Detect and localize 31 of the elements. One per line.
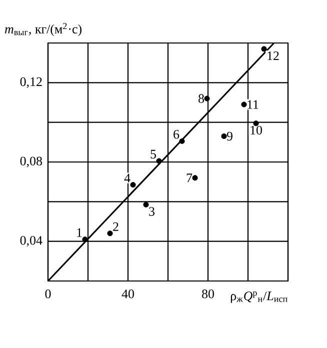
annotation: 6 bbox=[174, 130, 180, 139]
point bbox=[261, 46, 267, 52]
annotation: 1 bbox=[77, 228, 82, 237]
point bbox=[179, 138, 185, 144]
x-tick-label: 0 bbox=[45, 290, 51, 298]
point bbox=[241, 102, 247, 108]
annotation: 7 bbox=[186, 174, 192, 182]
annotation: 4 bbox=[124, 174, 130, 182]
annotation: 12 bbox=[268, 51, 279, 60]
y-axis-title: m$_{выг}$, кг/(м$^{2}$·с) bbox=[4, 23, 82, 36]
x-tick-label: 40 bbox=[122, 290, 134, 298]
point bbox=[130, 182, 136, 188]
point bbox=[143, 202, 149, 208]
annotation: 3 bbox=[149, 207, 154, 216]
x-axis-title: ρ$_{ж}$Q$^{р}$$_{н}$/L$_{исп}$ bbox=[230, 292, 288, 303]
y-tick-label: 0,08 bbox=[20, 156, 42, 168]
annotation: 9 bbox=[226, 132, 232, 141]
annotation: 10 bbox=[250, 126, 262, 135]
x-tick-label: 80 bbox=[202, 290, 214, 298]
point bbox=[107, 230, 113, 236]
annotation: 11 bbox=[248, 100, 258, 109]
point bbox=[221, 133, 227, 140]
point bbox=[192, 175, 198, 181]
point bbox=[204, 96, 210, 102]
y-tick-label: 0,12 bbox=[20, 77, 42, 88]
point bbox=[156, 158, 162, 164]
annotation: 8 bbox=[198, 94, 204, 103]
annotation: 2 bbox=[113, 222, 118, 231]
y-tick-label: 0,04 bbox=[20, 236, 42, 247]
annotation: 5 bbox=[150, 150, 156, 159]
point bbox=[82, 236, 88, 242]
